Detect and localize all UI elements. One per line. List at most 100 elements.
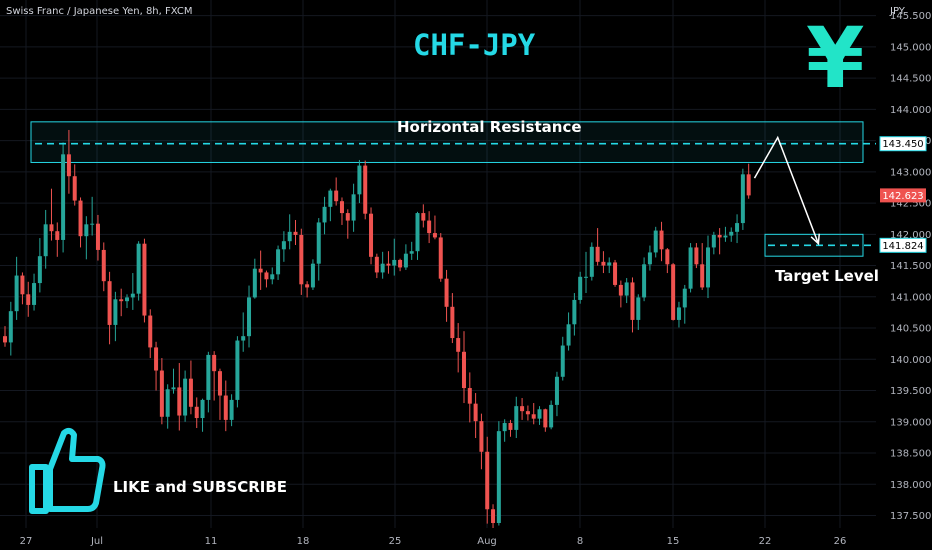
candle: [357, 159, 362, 204]
y-tick-label: 140.000: [890, 355, 931, 366]
candle: [543, 408, 548, 432]
candle: [520, 398, 525, 420]
candle: [78, 197, 83, 248]
candle: [682, 284, 687, 324]
x-tick-label: 26: [834, 536, 847, 547]
candle: [61, 142, 66, 253]
candle: [8, 301, 13, 356]
candle: [409, 241, 414, 260]
arrowhead: [810, 233, 820, 246]
candle: [363, 160, 368, 220]
candle: [235, 336, 240, 408]
candle: [229, 394, 234, 427]
candle: [578, 271, 583, 304]
candle: [14, 256, 19, 320]
candle: [537, 406, 542, 425]
candle: [113, 291, 118, 342]
x-tick-label: 22: [759, 536, 772, 547]
candle: [3, 326, 7, 347]
candle: [281, 231, 286, 262]
yen-logo: ¥: [806, 9, 865, 107]
candle: [49, 188, 54, 241]
candle: [584, 251, 588, 294]
candle: [549, 400, 554, 430]
candle: [688, 243, 693, 293]
y-tick-label: 138.000: [890, 480, 931, 491]
candle: [525, 405, 530, 421]
candle: [560, 336, 565, 381]
candle: [305, 281, 310, 298]
y-tick-label: 142.500: [890, 199, 931, 210]
candle: [26, 281, 31, 317]
candle: [310, 259, 315, 290]
candle: [746, 163, 751, 199]
y-tick-label: 144.000: [890, 105, 931, 116]
candle: [345, 209, 350, 239]
candle: [653, 226, 658, 258]
candle: [398, 258, 403, 272]
projection-arrow: [753, 135, 820, 244]
candle: [450, 293, 455, 344]
candle: [252, 258, 257, 299]
candle: [421, 204, 426, 228]
candle: [171, 368, 176, 394]
candle: [659, 221, 664, 262]
candle: [723, 226, 728, 242]
candle: [264, 270, 269, 288]
candle: [502, 419, 507, 442]
svg-text:143.450: 143.450: [882, 139, 923, 150]
y-tick-label: 139.500: [890, 386, 931, 397]
chart-grid: [0, 0, 876, 528]
candle: [101, 242, 106, 292]
x-tick-label: 15: [667, 536, 680, 547]
chart-title: CHF-JPY: [413, 28, 536, 62]
candle: [165, 384, 170, 429]
candle: [287, 214, 292, 250]
candle: [473, 393, 478, 439]
y-tick-label: 139.000: [890, 417, 931, 428]
candle: [369, 207, 374, 265]
x-tick-label: 8: [577, 536, 583, 547]
y-tick-label: 140.500: [890, 324, 931, 335]
candle: [485, 436, 490, 524]
candle: [415, 211, 420, 260]
y-tick-label: 141.000: [890, 292, 931, 303]
candle: [729, 227, 734, 242]
resistance-label: Horizontal Resistance: [397, 118, 582, 136]
x-tick-label: 11: [205, 536, 218, 547]
y-tick-label: 142.000: [890, 230, 931, 241]
candle: [456, 323, 461, 373]
candle: [694, 243, 699, 269]
candle: [735, 214, 740, 244]
candle: [90, 196, 95, 236]
candle: [247, 285, 252, 348]
symbol-info[interactable]: Swiss Franc / Japanese Yen, 8h, FXCM: [6, 6, 193, 17]
candle: [601, 251, 606, 274]
y-tick-label: 141.500: [890, 261, 931, 272]
candle: [676, 301, 681, 328]
current-price-label: 142.623: [880, 188, 926, 203]
candle: [595, 228, 600, 266]
price-labels: 143.450 142.623 141.824: [879, 136, 927, 253]
candle: [514, 396, 519, 439]
x-tick-label: 25: [389, 536, 402, 547]
candle: [95, 214, 100, 261]
candle: [665, 248, 670, 274]
candle: [200, 398, 205, 432]
candle: [334, 177, 339, 206]
x-tick-label: 27: [20, 536, 33, 547]
time-axis: 27 Jul 11 18 25 Aug 8 15 22 26: [20, 536, 847, 547]
candle: [508, 419, 513, 437]
candle: [154, 341, 159, 391]
candle: [136, 241, 141, 301]
candle: [642, 257, 647, 302]
candle: [630, 277, 635, 333]
candle: [258, 250, 263, 290]
candle: [647, 245, 652, 271]
target-zone: [764, 233, 864, 257]
candle: [531, 403, 536, 425]
candle: [618, 280, 623, 308]
currency-label: JPY: [889, 6, 906, 17]
candle: [444, 269, 449, 322]
